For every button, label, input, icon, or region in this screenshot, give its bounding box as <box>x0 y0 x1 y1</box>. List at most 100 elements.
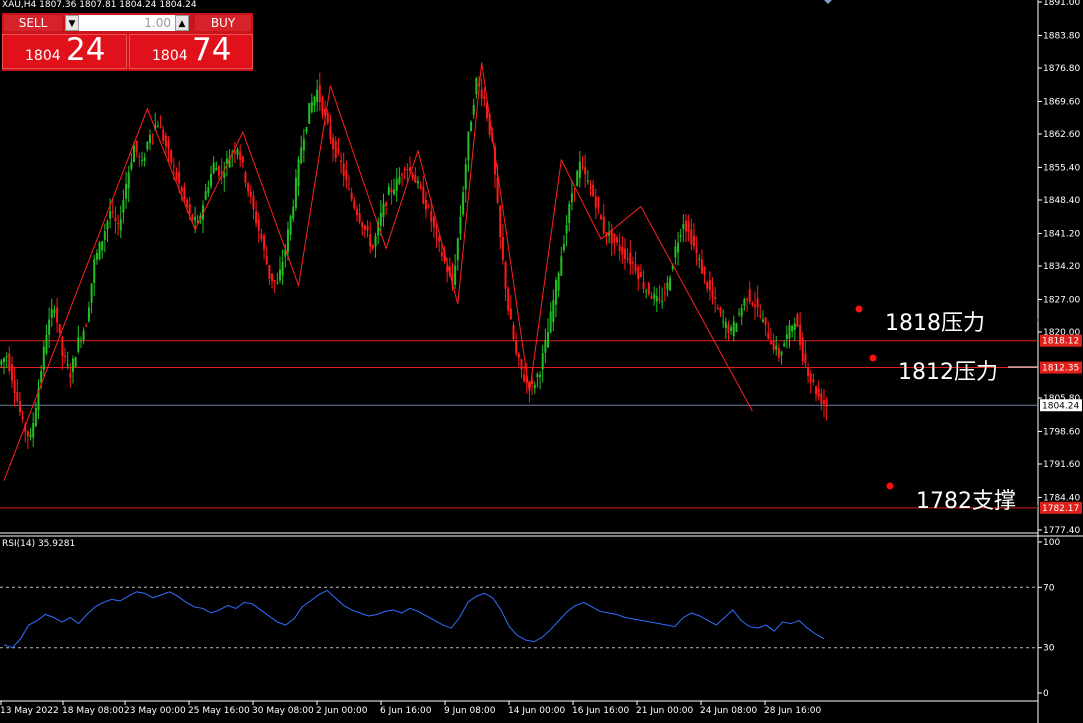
candle-body <box>600 215 603 220</box>
candle-body <box>820 393 823 405</box>
candle-body <box>212 162 215 173</box>
candle-body <box>156 126 159 128</box>
candle-body <box>724 321 727 329</box>
lot-increase-icon[interactable]: ▲ <box>175 15 189 31</box>
candle-body <box>82 330 85 341</box>
x-tick-label: 14 Jun 00:00 <box>508 706 565 716</box>
candle-body <box>414 175 417 183</box>
candle-body <box>695 247 698 253</box>
candle-body <box>5 356 8 358</box>
candle-body <box>759 315 762 317</box>
candle-body <box>554 280 557 305</box>
candle-body <box>560 256 563 276</box>
lot-size-field[interactable]: ▼ 1.00 ▲ <box>65 15 189 31</box>
y-tick-label: 1848.40 <box>1043 196 1080 206</box>
candle-body <box>24 424 27 432</box>
candle-body <box>780 351 783 356</box>
candle-body <box>85 325 88 327</box>
candle-body <box>446 266 449 273</box>
candle-body <box>528 382 531 390</box>
candle-body <box>608 232 611 236</box>
candle-body <box>53 309 56 313</box>
candle-body <box>616 237 619 243</box>
x-tick-label: 9 Jun 08:00 <box>444 706 496 716</box>
y-tick-label: 1827.00 <box>1043 295 1080 305</box>
candle-body <box>64 355 67 358</box>
candle-body <box>103 231 106 240</box>
candle-body <box>281 262 284 276</box>
candle-body <box>387 186 390 195</box>
candle-body <box>98 242 101 260</box>
candle-body <box>143 157 146 161</box>
candle-body <box>690 229 693 245</box>
candle-body <box>533 384 536 389</box>
candle-body <box>411 173 414 179</box>
candle-body <box>50 309 53 318</box>
y-tick-label: 1834.20 <box>1043 262 1080 272</box>
buy-button[interactable]: BUY <box>195 15 251 31</box>
candle-body <box>159 127 162 129</box>
candle-body <box>337 148 340 153</box>
y-tick-label: 1820.00 <box>1043 328 1080 338</box>
candle-body <box>536 374 539 378</box>
candle-body <box>512 325 515 340</box>
candle-body <box>430 211 433 222</box>
sell-price-pips: 24 <box>66 32 106 68</box>
sell-price-prefix: 1804 <box>25 48 61 64</box>
candle-body <box>353 200 356 208</box>
candle-body <box>0 360 3 365</box>
candle-body <box>3 358 5 363</box>
candle-body <box>658 298 661 301</box>
candle-body <box>34 408 37 427</box>
lot-size-value[interactable]: 1.00 <box>144 16 171 30</box>
candle-body <box>140 159 143 161</box>
candle-body <box>602 216 605 233</box>
candle-body <box>464 164 467 190</box>
candle-body <box>196 220 199 223</box>
annotation-dot <box>886 482 894 490</box>
candle-body <box>93 259 96 283</box>
candle-body <box>674 246 677 258</box>
candle-body <box>501 236 504 260</box>
level-price-tag <box>1040 399 1082 412</box>
candle-body <box>16 392 19 401</box>
candle-body <box>557 273 560 291</box>
level-price-tag <box>1040 334 1082 347</box>
buy-price-quote[interactable]: 1804 74 <box>129 32 253 69</box>
y-tick-label: 1876.80 <box>1043 64 1080 74</box>
candle-body <box>807 368 810 376</box>
candle-body <box>708 279 711 290</box>
candle-body <box>539 374 542 378</box>
candle-body <box>621 246 624 255</box>
candle-body <box>485 102 488 119</box>
candle-body <box>687 221 690 232</box>
candle-body <box>286 229 289 253</box>
candle-body <box>570 193 573 203</box>
annotation-1812-resistance: 1812压力 <box>898 360 998 385</box>
candle-body <box>209 173 212 187</box>
candle-body <box>496 177 499 203</box>
x-tick-label: 18 May 08:00 <box>62 706 124 716</box>
y-tick-label: 1791.60 <box>1043 460 1080 470</box>
candle-body <box>45 335 48 354</box>
x-tick-label: 25 May 16:00 <box>188 706 250 716</box>
candle-body <box>276 283 279 285</box>
annotation-1782-support: 1782支撑 <box>916 489 1016 514</box>
candle-body <box>547 331 550 348</box>
candle-body <box>809 373 812 382</box>
lot-decrease-icon[interactable]: ▼ <box>65 15 79 31</box>
sell-button[interactable]: SELL <box>4 15 62 31</box>
candle-body <box>244 172 247 183</box>
sell-price-quote[interactable]: 1804 24 <box>2 32 127 69</box>
candle-body <box>297 159 300 187</box>
one-click-trading-panel: SELL ▼ 1.00 ▲ BUY 1804 24 1804 74 <box>2 13 253 71</box>
candle-body <box>42 346 45 370</box>
candle-body <box>706 282 709 289</box>
candle-body <box>313 96 316 106</box>
candle-body <box>334 140 337 159</box>
chart-shift-marker <box>824 0 832 4</box>
candle-body <box>220 171 223 173</box>
annotation-dot <box>855 305 863 313</box>
candle-body <box>544 339 547 353</box>
